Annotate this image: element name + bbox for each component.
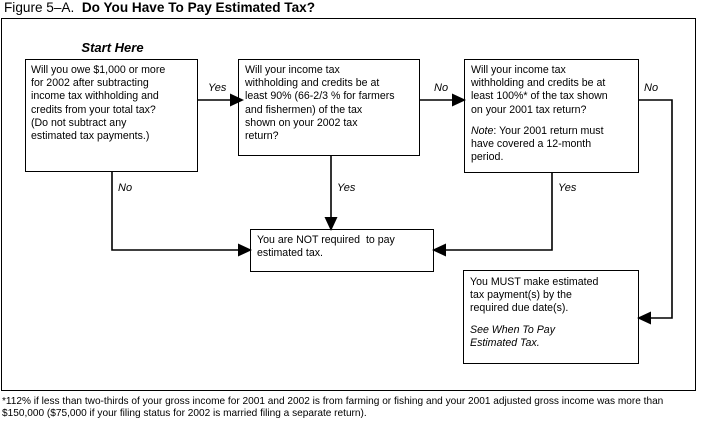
svg-text:No: No xyxy=(434,82,448,94)
svg-text:No: No xyxy=(644,82,658,94)
svg-text:Yes: Yes xyxy=(337,182,356,194)
svg-text:Yes: Yes xyxy=(558,182,577,194)
svg-text:Yes: Yes xyxy=(208,82,227,94)
svg-text:No: No xyxy=(118,182,132,194)
